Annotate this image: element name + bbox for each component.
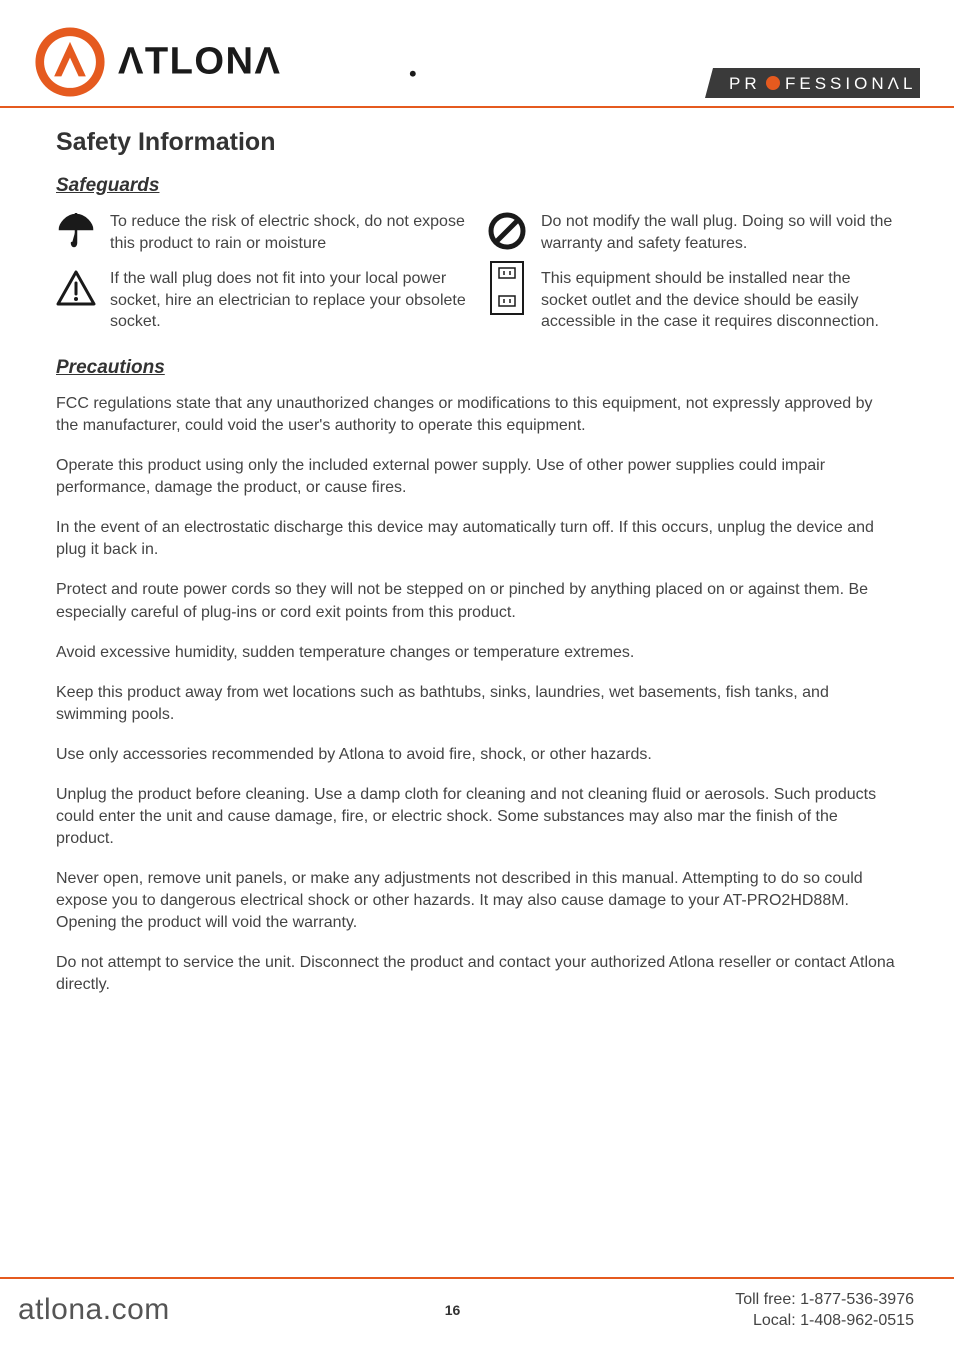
footer-tollfree: Toll free: 1-877-536-3976 [735,1289,914,1311]
logo-mark-icon [34,26,106,98]
outlets-icon [487,268,527,308]
brand-logo: ΛTLONΛ [34,26,426,98]
precaution-text: Operate this product using only the incl… [56,455,898,499]
safeguard-text: This equipment should be installed near … [541,268,898,333]
precaution-text: Avoid excessive humidity, sudden tempera… [56,642,898,664]
safeguard-item: If the wall plug does not fit into your … [56,268,467,333]
precaution-text: FCC regulations state that any unauthori… [56,393,898,437]
footer: atlona.com 16 Toll free: 1-877-536-3976 … [0,1279,954,1350]
footer-local: Local: 1-408-962-0515 [735,1310,914,1332]
safeguard-item: To reduce the risk of electric shock, do… [56,211,467,254]
safeguards-grid: To reduce the risk of electric shock, do… [56,211,898,333]
precaution-text: Do not attempt to service the unit. Disc… [56,952,898,996]
safeguard-item: Do not modify the wall plug. Doing so wi… [487,211,898,254]
precaution-text: Keep this product away from wet location… [56,682,898,726]
logo-wordmark-icon: ΛTLONΛ [118,40,426,84]
svg-text:ΛTLONΛ: ΛTLONΛ [118,40,281,83]
safeguard-text: To reduce the risk of electric shock, do… [110,211,467,254]
prohibit-icon [487,211,527,251]
page: ΛTLONΛ PR FESSIONΛL Safety Information S… [0,0,954,1350]
precaution-text: Protect and route power cords so they wi… [56,579,898,623]
precaution-text: Use only accessories recommended by Atlo… [56,744,898,766]
safeguard-item: This equipment should be installed near … [487,268,898,333]
professional-badge-icon: PR FESSIONΛL [705,68,920,98]
precaution-text: Never open, remove unit panels, or make … [56,868,898,934]
content: Safety Information Safeguards To reduce … [0,108,954,1277]
svg-text:FESSIONΛL: FESSIONΛL [785,74,916,93]
precautions-list: FCC regulations state that any unauthori… [56,393,898,997]
warning-icon [56,268,96,308]
umbrella-icon [56,211,96,251]
precaution-text: Unplug the product before cleaning. Use … [56,784,898,850]
footer-website: atlona.com [18,1293,170,1327]
footer-page-number: 16 [445,1302,461,1318]
page-title: Safety Information [56,128,898,157]
safeguards-col-left: To reduce the risk of electric shock, do… [56,211,467,333]
precautions-heading: Precautions [56,357,898,379]
precaution-text: In the event of an electrostatic dischar… [56,517,898,561]
safeguards-heading: Safeguards [56,175,898,197]
safeguard-text: Do not modify the wall plug. Doing so wi… [541,211,898,254]
svg-text:PR: PR [729,74,761,93]
footer-contact: Toll free: 1-877-536-3976 Local: 1-408-9… [735,1289,914,1332]
header: ΛTLONΛ PR FESSIONΛL [0,0,954,106]
safeguards-col-right: Do not modify the wall plug. Doing so wi… [487,211,898,333]
safeguard-text: If the wall plug does not fit into your … [110,268,467,333]
